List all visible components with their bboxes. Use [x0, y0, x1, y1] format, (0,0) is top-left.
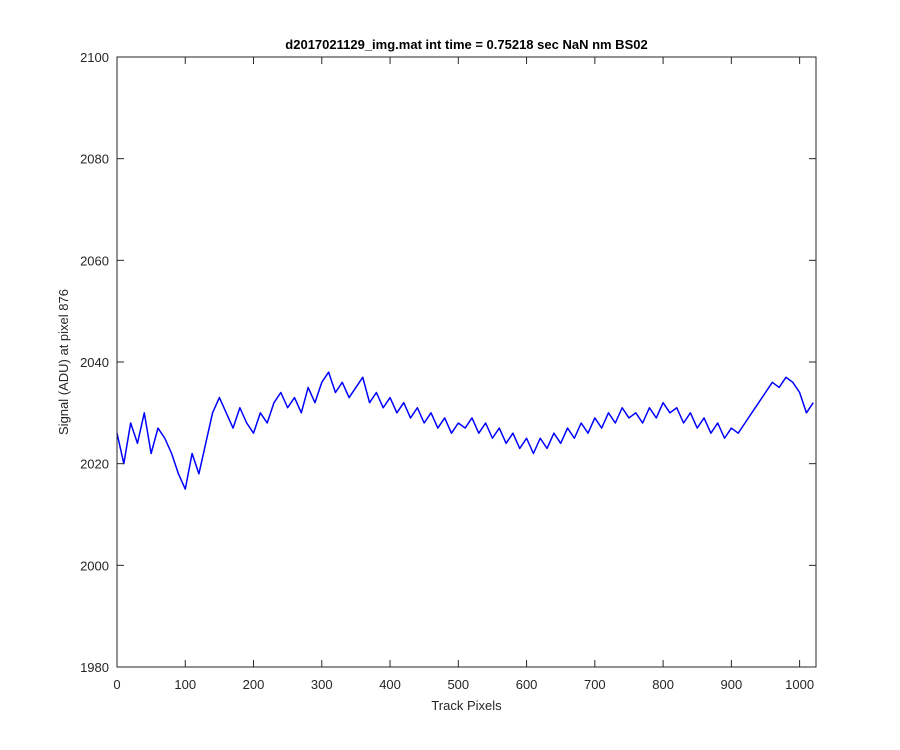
- x-tick-label: 900: [721, 677, 743, 692]
- x-tick-label: 500: [447, 677, 469, 692]
- x-tick-label: 600: [516, 677, 538, 692]
- x-tick-label: 200: [243, 677, 265, 692]
- x-tick-label: 100: [174, 677, 196, 692]
- y-tick-label: 2020: [80, 457, 109, 472]
- y-tick-label: 2060: [80, 253, 109, 268]
- x-tick-label: 300: [311, 677, 333, 692]
- x-tick-label: 0: [113, 677, 120, 692]
- chart-title: d2017021129_img.mat int time = 0.75218 s…: [285, 37, 647, 52]
- y-tick-label: 1980: [80, 660, 109, 675]
- x-tick-label: 400: [379, 677, 401, 692]
- y-axis-label: Signal (ADU) at pixel 876: [56, 289, 71, 435]
- y-tick-label: 2080: [80, 152, 109, 167]
- y-tick-label: 2100: [80, 50, 109, 65]
- tick-layer: 0 100 200 300 400 500 600 700 800 900 1000 1980 2000…: [80, 50, 816, 692]
- x-axis-label: Track Pixels: [431, 698, 502, 713]
- series-layer: [116, 371, 814, 490]
- x-tick-label: 700: [584, 677, 606, 692]
- x-tick-label: 800: [652, 677, 674, 692]
- y-tick-label: 2040: [80, 355, 109, 370]
- series-line: [116, 371, 814, 490]
- plot-area: [117, 57, 816, 667]
- x-tick-label: 1000: [785, 677, 814, 692]
- y-tick-label: 2000: [80, 558, 109, 573]
